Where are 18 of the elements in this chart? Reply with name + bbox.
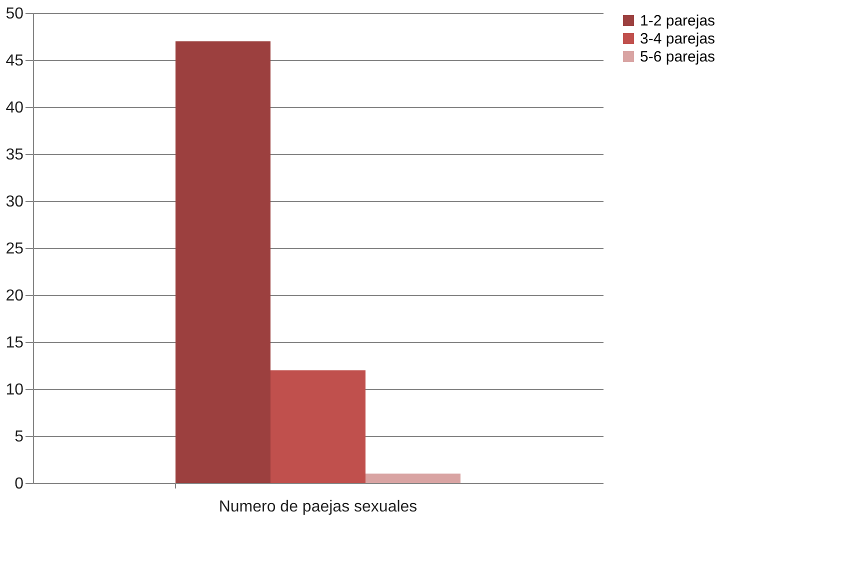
bar xyxy=(270,370,366,483)
legend-label: 1-2 parejas xyxy=(640,12,716,30)
y-tick-label: 45 xyxy=(6,52,24,70)
y-tick-label: 35 xyxy=(6,146,24,164)
y-tick-label: 15 xyxy=(6,334,24,352)
y-tick-label: 50 xyxy=(6,6,24,22)
legend-label: 5-6 parejas xyxy=(640,48,716,66)
y-tick-label: 25 xyxy=(6,240,24,258)
y-tick-label: 40 xyxy=(6,100,24,116)
bar xyxy=(366,474,460,483)
bar xyxy=(176,41,270,483)
y-tick-label: 30 xyxy=(6,194,24,210)
y-tick-label: 5 xyxy=(14,428,24,446)
y-tick-label: 10 xyxy=(6,382,24,398)
x-tick-label: Numero de paejas sexuales xyxy=(218,498,418,516)
y-tick-label: 0 xyxy=(14,476,24,492)
y-tick-label: 20 xyxy=(6,288,24,304)
legend-label: 3-4 parejas xyxy=(640,30,716,48)
